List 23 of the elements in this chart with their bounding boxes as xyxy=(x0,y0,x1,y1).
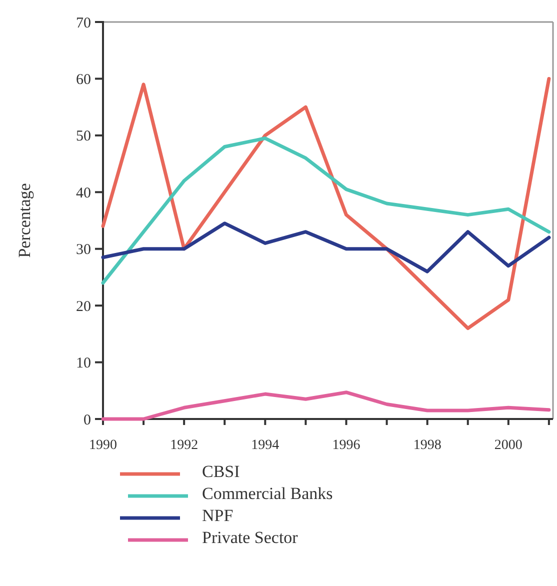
x-tick-label: 1996 xyxy=(332,438,360,453)
line-series xyxy=(101,222,551,274)
line-series xyxy=(101,390,551,421)
y-tick-label: 40 xyxy=(76,185,91,202)
y-axis-title: Percentage xyxy=(15,183,34,258)
legend-label: CBSI xyxy=(202,462,240,481)
y-tick-label: 0 xyxy=(84,412,91,428)
y-tick-label: 50 xyxy=(76,128,91,145)
y-tick-label: 10 xyxy=(76,356,91,372)
x-tick-label: 1990 xyxy=(89,438,117,453)
x-tick-label: 1998 xyxy=(413,438,442,453)
y-tick-label: 70 xyxy=(76,15,91,32)
x-tick-label: 2000 xyxy=(494,438,522,453)
legend-label: Private Sector xyxy=(202,528,298,547)
y-tick-label: 20 xyxy=(76,298,91,315)
legend-label: NPF xyxy=(202,506,234,525)
x-tick-label: 1992 xyxy=(170,438,198,453)
y-tick-label: 30 xyxy=(76,242,91,258)
legend-label: Commercial Banks xyxy=(202,484,333,503)
x-tick-label: 1994 xyxy=(251,438,280,453)
line-series xyxy=(101,76,551,330)
y-tick-label: 60 xyxy=(76,72,91,88)
line-series xyxy=(101,136,551,285)
